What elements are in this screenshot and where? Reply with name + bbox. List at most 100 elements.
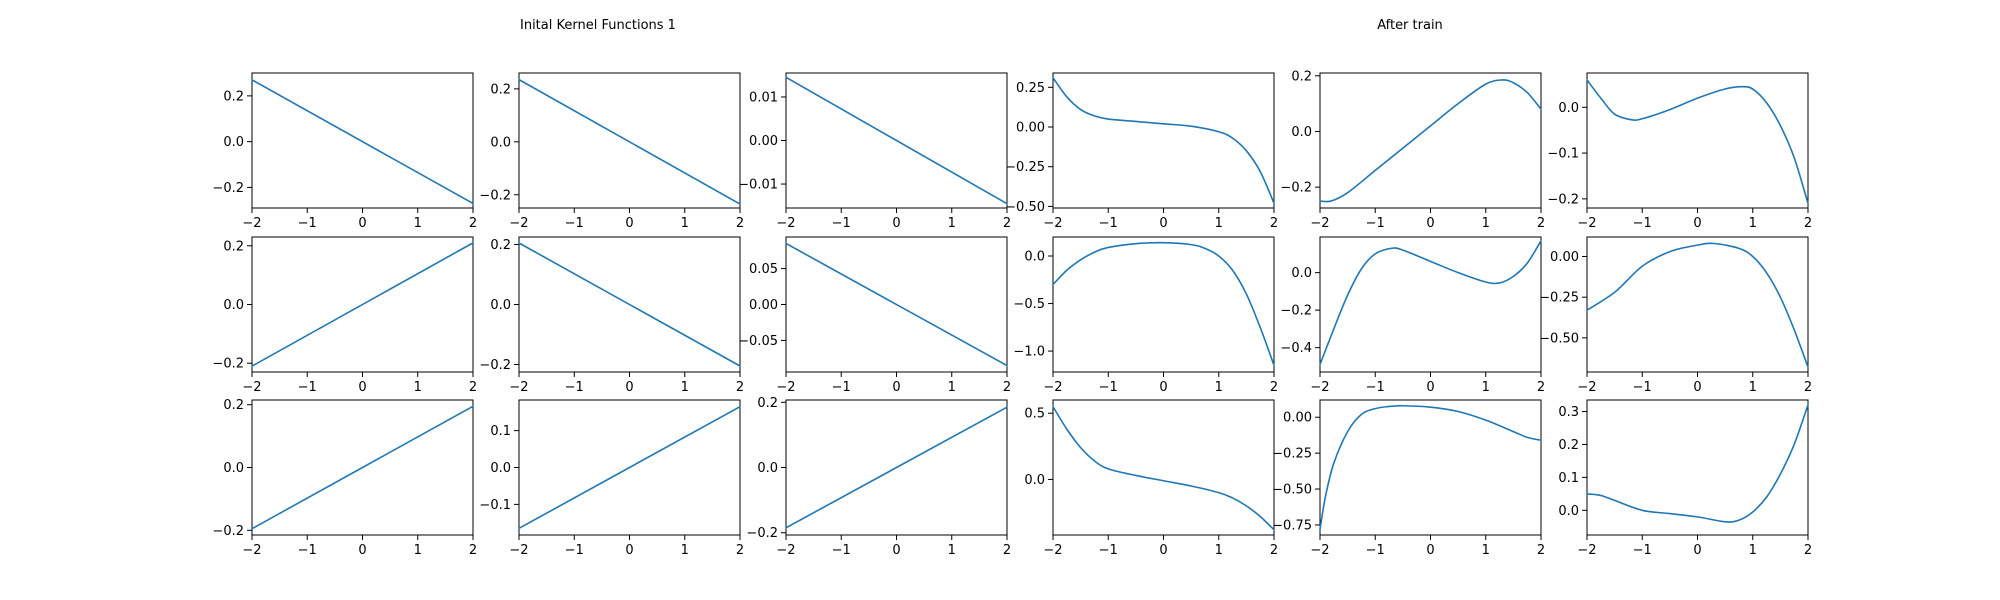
y-tick-label: −0.50 [1539, 331, 1579, 346]
y-tick-label: 0.5 [1024, 407, 1045, 422]
x-tick-label: −2 [509, 216, 528, 231]
y-tick-label: 0.0 [1291, 266, 1312, 281]
x-tick-label: 0 [358, 380, 366, 395]
x-tick-label: −1 [298, 380, 317, 395]
x-tick-label: 1 [681, 216, 689, 231]
y-tick-label: 0.2 [490, 238, 511, 253]
y-tick-label: −1.0 [1013, 345, 1045, 360]
y-tick-label: 0.0 [223, 298, 244, 313]
title-initial: Inital Kernel Functions 1 [520, 18, 676, 33]
x-tick-label: 0 [1426, 380, 1434, 395]
axes-frame [251, 72, 474, 209]
series-line [1586, 79, 1809, 205]
subplot-grid: −2 −1 0 1 2 0.2 0.0 −0.2 −2 −1 0 1 2 0.2 0.0 −0.2 −2 −1 0 1… [212, 69, 1812, 558]
subplot-row3-col4: −2 −1 0 1 2 0.5 0.0 [1024, 399, 1278, 558]
x-tick-label: −1 [832, 216, 851, 231]
series-line [251, 405, 474, 530]
y-tick-label: 0.0 [490, 135, 511, 150]
x-tick-label: −1 [1366, 380, 1385, 395]
x-tick-label: −1 [565, 216, 584, 231]
y-tick-label: −0.2 [1280, 304, 1312, 319]
y-tick-label: 0.2 [1558, 438, 1579, 453]
y-tick-label: 0.0 [490, 298, 511, 313]
subplot-row1-col4: −2 −1 0 1 2 0.25 0.00 −0.25 −0.50 [1005, 72, 1278, 231]
x-tick-label: 2 [1003, 380, 1011, 395]
series-line [1052, 405, 1275, 531]
y-tick-label: 0.00 [749, 134, 778, 149]
y-tick-label: 0.00 [1550, 250, 1579, 265]
x-tick-label: 2 [1003, 543, 1011, 558]
subplot-row1-col1: −2 −1 0 1 2 0.2 0.0 −0.2 [212, 72, 477, 231]
y-tick-label: −0.2 [746, 526, 778, 541]
x-tick-label: 0 [1693, 543, 1701, 558]
y-tick-label: 0.00 [1283, 411, 1312, 426]
y-tick-label: 0.2 [757, 396, 778, 411]
y-tick-label: −0.2 [212, 524, 244, 539]
x-tick-label: −1 [1099, 380, 1118, 395]
x-tick-label: −2 [1310, 543, 1329, 558]
y-tick-label: −0.2 [479, 358, 511, 373]
y-tick-label: 0.0 [757, 461, 778, 476]
y-tick-label: −0.25 [1005, 160, 1045, 175]
x-tick-label: 1 [414, 543, 422, 558]
x-tick-label: 1 [948, 216, 956, 231]
x-tick-label: −2 [776, 216, 795, 231]
subplot-row3-col1: −2 −1 0 1 2 0.2 0.0 −0.2 [212, 398, 477, 558]
x-tick-label: 0 [625, 380, 633, 395]
x-tick-label: 0 [1426, 216, 1434, 231]
subplot-row2-col4: −2 −1 0 1 2 0.0 −0.5 −1.0 [1013, 236, 1278, 395]
x-tick-label: 1 [1215, 216, 1223, 231]
subplot-row3-col6: −2 −1 0 1 2 0.3 0.2 0.1 0.0 [1558, 399, 1812, 558]
x-tick-label: −1 [565, 380, 584, 395]
y-tick-label: −0.2 [212, 181, 244, 196]
y-tick-label: −0.50 [1272, 483, 1312, 498]
x-tick-label: 2 [1537, 380, 1545, 395]
x-tick-label: 1 [1482, 216, 1490, 231]
x-tick-label: 2 [1537, 543, 1545, 558]
x-tick-label: −1 [298, 543, 317, 558]
x-tick-label: 2 [1270, 543, 1278, 558]
y-tick-label: −0.5 [1013, 297, 1045, 312]
series-line [518, 405, 741, 530]
x-tick-label: −2 [1577, 543, 1596, 558]
x-tick-label: 0 [1693, 216, 1701, 231]
y-tick-label: −0.01 [738, 178, 778, 193]
x-tick-label: 1 [681, 543, 689, 558]
subplot-row1-col6: −2 −1 0 1 2 0.0 −0.1 −0.2 [1547, 72, 1812, 231]
x-tick-label: 1 [948, 543, 956, 558]
x-tick-label: 2 [1804, 380, 1812, 395]
y-tick-label: −0.25 [1539, 291, 1579, 306]
y-tick-label: 0.25 [1016, 81, 1045, 96]
axes-frame [1052, 72, 1275, 209]
y-tick-label: −0.4 [1280, 341, 1312, 356]
subplot-row1-col2: −2 −1 0 1 2 0.2 0.0 −0.2 [479, 72, 744, 231]
series-line [518, 242, 741, 367]
series-line [1586, 404, 1809, 523]
y-tick-label: 0.2 [223, 89, 244, 104]
y-tick-label: 0.05 [749, 262, 778, 277]
x-tick-label: −1 [1633, 216, 1652, 231]
x-tick-label: 0 [1159, 216, 1167, 231]
x-tick-label: 1 [1215, 380, 1223, 395]
x-tick-label: 1 [1749, 543, 1757, 558]
x-tick-label: 1 [1482, 543, 1490, 558]
x-tick-label: 2 [1270, 216, 1278, 231]
series-line [1586, 242, 1809, 368]
y-tick-label: −0.50 [1005, 200, 1045, 215]
y-tick-label: −0.2 [479, 188, 511, 203]
y-tick-label: 0.0 [1024, 250, 1045, 265]
series-line [785, 406, 1008, 529]
subplot-row1-col3: −2 −1 0 1 2 0.01 0.00 −0.01 [738, 72, 1011, 231]
subplot-row2-col2: −2 −1 0 1 2 0.2 0.0 −0.2 [479, 236, 744, 395]
x-tick-label: 0 [1159, 543, 1167, 558]
series-line [251, 242, 474, 367]
series-line [1052, 241, 1275, 367]
y-tick-label: −0.1 [1547, 147, 1579, 162]
series-line [785, 76, 1008, 205]
y-tick-label: −0.1 [479, 498, 511, 513]
series-line [1052, 76, 1275, 205]
y-tick-label: 0.0 [1291, 125, 1312, 140]
x-tick-label: 1 [681, 380, 689, 395]
x-tick-label: 1 [1482, 380, 1490, 395]
